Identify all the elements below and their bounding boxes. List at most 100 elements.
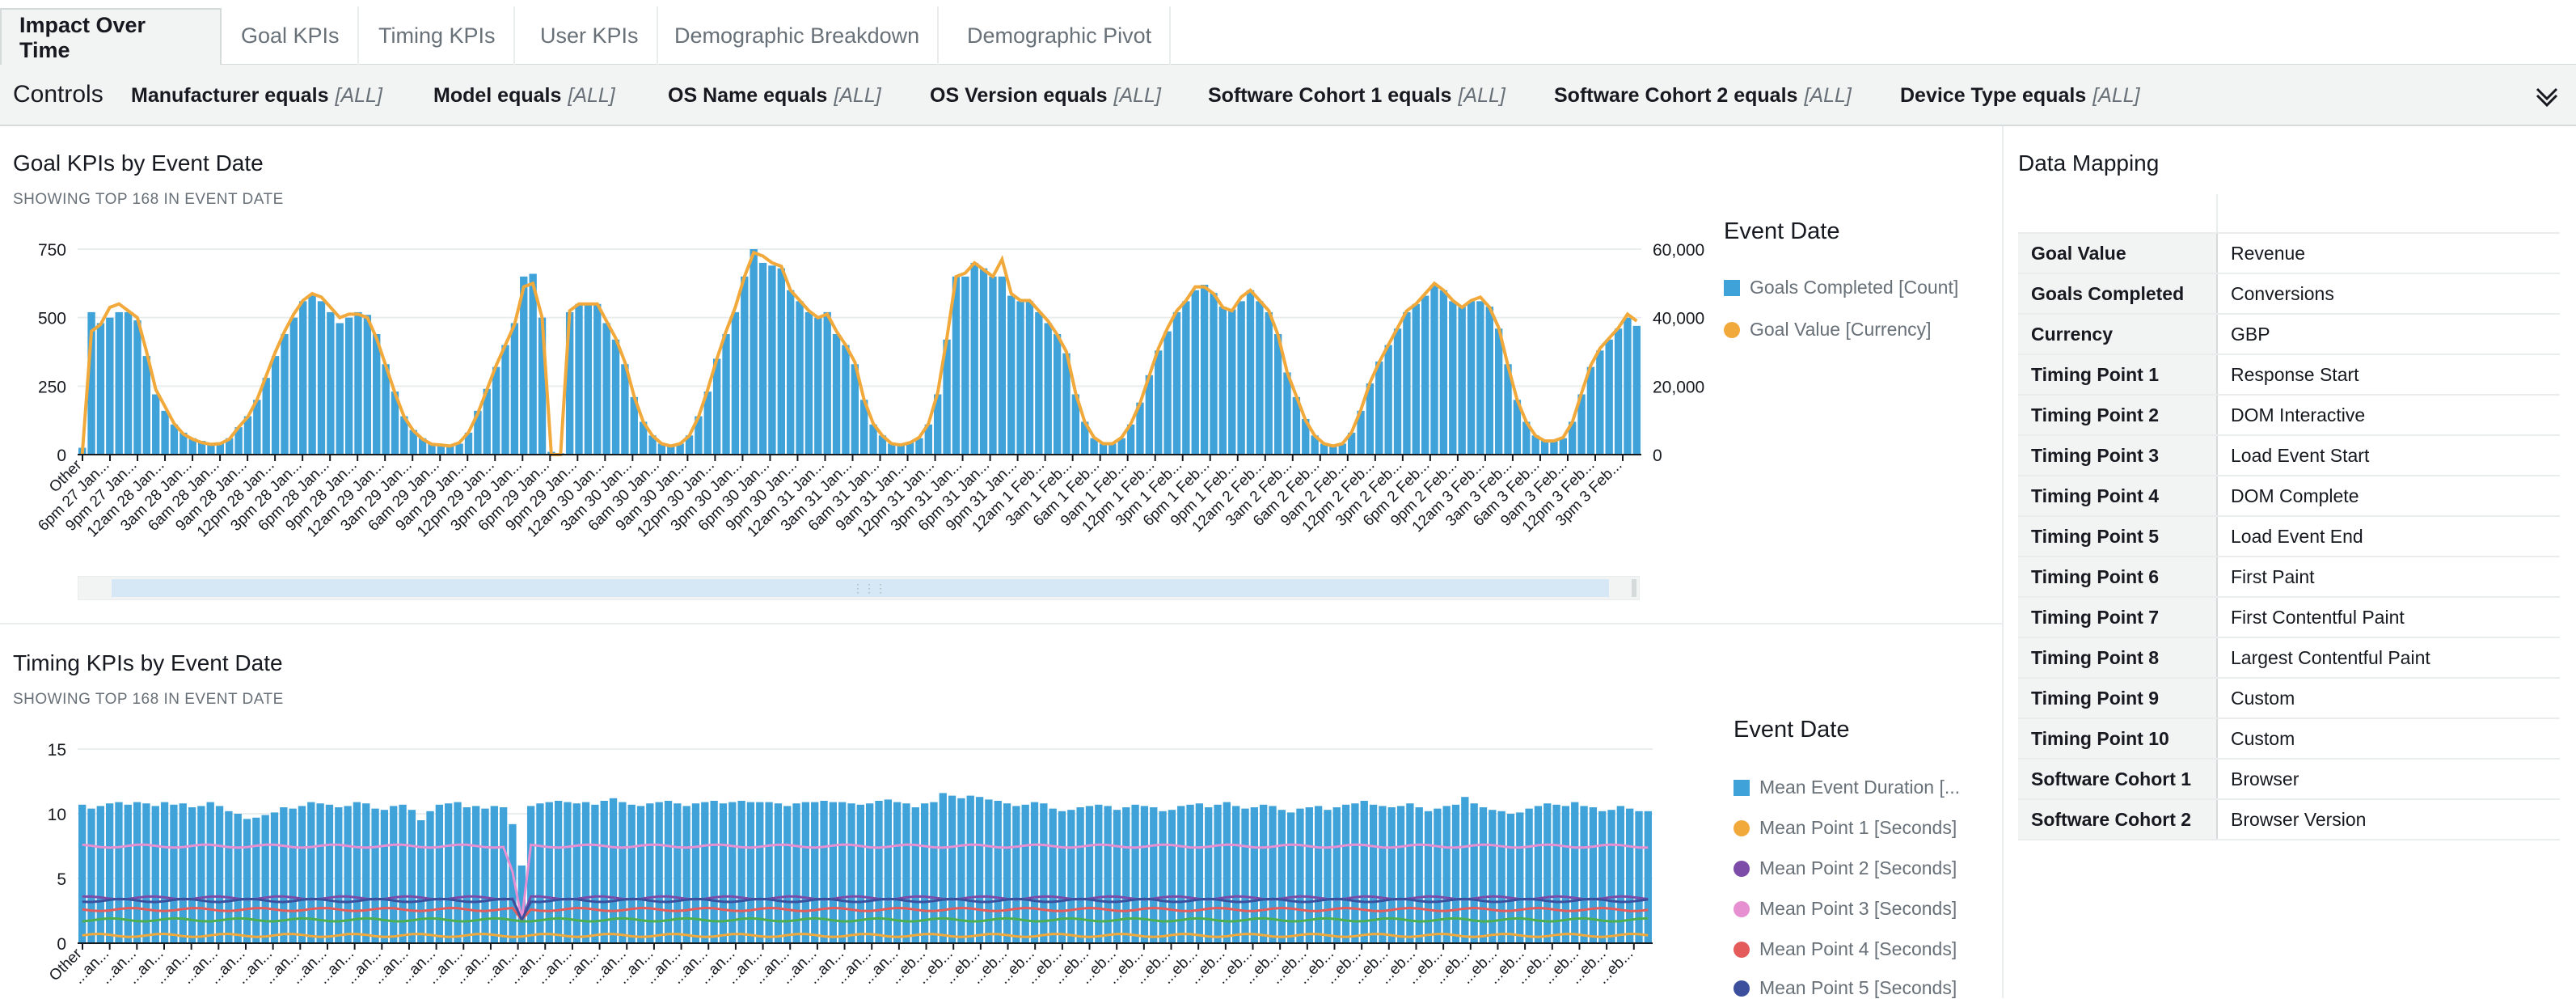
bar — [1218, 307, 1227, 455]
bar — [1182, 301, 1190, 455]
bar — [161, 410, 169, 455]
tab-label: Goal KPIs — [241, 23, 340, 48]
tab-timing-kpis[interactable]: Timing KPIs — [361, 6, 515, 65]
bar — [1357, 410, 1365, 455]
bar — [667, 446, 675, 455]
header-cell — [2217, 194, 2560, 234]
tab-impact-over-time[interactable]: Impact Over Time — [0, 8, 222, 66]
bar — [1360, 801, 1368, 943]
bar — [1513, 400, 1522, 455]
bar — [1338, 443, 1346, 455]
tab-demographic-breakdown[interactable]: Demographic Breakdown — [657, 6, 940, 65]
filter-os-name[interactable]: OS Name equals [ALL] — [668, 84, 881, 108]
chevron-down-icon[interactable] — [2532, 81, 2561, 110]
bar — [1449, 301, 1457, 455]
bar — [1021, 804, 1029, 943]
bar — [362, 803, 370, 943]
legend-label: Mean Event Duration [... — [1759, 777, 1961, 798]
bar — [741, 276, 749, 455]
bar — [142, 356, 151, 455]
filter-os-version[interactable]: OS Version equals [ALL] — [930, 84, 1161, 108]
bar — [814, 317, 822, 455]
bar — [710, 801, 718, 943]
bar — [1461, 797, 1469, 943]
mapping-key: Software Cohort 1 — [2018, 759, 2218, 800]
bar — [1489, 810, 1497, 943]
tab-label: User KPIs — [540, 23, 639, 48]
bar — [685, 435, 694, 455]
bar — [920, 803, 929, 943]
bar — [1540, 441, 1549, 455]
filter-software-cohort-1[interactable]: Software Cohort 1 equals [ALL] — [1208, 84, 1505, 108]
tab-goal-kpis[interactable]: Goal KPIs — [223, 6, 359, 65]
legend-goals-completed[interactable]: Goals Completed [Count] — [1724, 277, 1958, 298]
bar — [1286, 812, 1295, 943]
bar — [373, 333, 381, 455]
legend-mean-point-3[interactable]: Mean Point 3 [Seconds] — [1734, 898, 1957, 920]
bar — [811, 802, 819, 943]
bar — [1329, 446, 1337, 455]
sheet-tab-bar: Impact Over Time Goal KPIs Timing KPIs U… — [0, 0, 2576, 66]
mapping-key: Timing Point 7 — [2018, 597, 2218, 638]
bar — [1607, 810, 1615, 943]
legend-mean-point-1[interactable]: Mean Point 1 [Seconds] — [1734, 817, 1957, 839]
filter-software-cohort-2[interactable]: Software Cohort 2 equals [ALL] — [1554, 84, 1852, 108]
bar — [1071, 394, 1080, 455]
bar — [1375, 361, 1383, 455]
dot-swatch-icon — [1734, 942, 1750, 958]
scroll-handle[interactable] — [1632, 579, 1636, 597]
bar — [1561, 806, 1570, 943]
bar — [1250, 807, 1258, 943]
bar — [1292, 396, 1301, 455]
data-mapping-title: Data Mapping — [2018, 150, 2160, 176]
bar — [243, 819, 251, 943]
bar — [289, 317, 298, 455]
bar — [911, 807, 919, 943]
filter-model[interactable]: Model equals [ALL] — [433, 84, 615, 108]
legend-mean-point-5[interactable]: Mean Point 5 [Seconds] — [1734, 977, 1957, 999]
table-row: Timing Point 7 First Contentful Paint — [2018, 597, 2560, 638]
legend-label: Mean Point 1 [Seconds] — [1759, 817, 1957, 838]
tab-user-kpis[interactable]: User KPIs — [522, 6, 658, 65]
bar — [1586, 366, 1595, 455]
filter-manufacturer[interactable]: Manufacturer equals [ALL] — [131, 84, 382, 108]
bar — [860, 400, 868, 455]
bar — [133, 802, 141, 943]
bar — [371, 808, 379, 943]
y2-tick-label: 60,000 — [1653, 241, 1704, 260]
bar — [426, 811, 434, 943]
bar — [1366, 383, 1375, 455]
table-row: Timing Point 9 Custom — [2018, 678, 2560, 719]
tab-demographic-pivot[interactable]: Demographic Pivot — [949, 6, 1172, 65]
series-line — [80, 250, 1638, 456]
bar — [1012, 806, 1020, 943]
bar — [695, 416, 703, 455]
bar — [1396, 806, 1405, 943]
legend-mean-event-duration[interactable]: Mean Event Duration [... — [1734, 777, 1960, 798]
bar — [832, 333, 841, 455]
bar — [464, 432, 473, 455]
bar — [462, 807, 471, 943]
chart-scrollbar-thumb[interactable] — [112, 579, 1609, 597]
timing-kpis-chart[interactable]: 051015Other...an......an......an......an… — [0, 728, 1714, 998]
bar — [581, 802, 590, 943]
bar — [851, 364, 859, 455]
legend-goal-value[interactable]: Goal Value [Currency] — [1724, 319, 1932, 341]
bar — [1159, 811, 1167, 943]
legend-mean-point-4[interactable]: Mean Point 4 [Seconds] — [1734, 938, 1957, 960]
bar — [1497, 811, 1505, 943]
bar — [1302, 418, 1310, 455]
table-row: Software Cohort 2 Browser Version — [2018, 799, 2560, 840]
bar — [325, 804, 334, 943]
bar — [875, 801, 883, 943]
legend-mean-point-2[interactable]: Mean Point 2 [Seconds] — [1734, 857, 1957, 879]
bar — [1095, 804, 1103, 943]
bar — [1605, 339, 1613, 455]
bar — [1598, 811, 1607, 943]
bar — [142, 803, 150, 943]
bar — [1113, 810, 1121, 943]
bar — [1403, 311, 1411, 455]
filter-device-type[interactable]: Device Type equals [ALL] — [1900, 84, 2140, 108]
bar — [948, 795, 956, 943]
